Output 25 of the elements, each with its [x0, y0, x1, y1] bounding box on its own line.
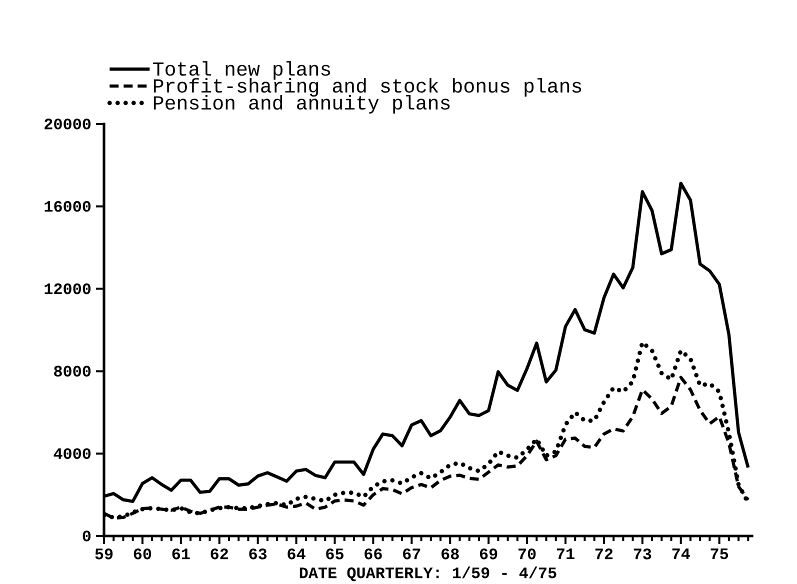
y-tick-label: 4000	[54, 448, 91, 460]
x-tick-label: 59	[95, 548, 113, 560]
x-tick-label: 73	[634, 548, 652, 560]
x-tick-label: 66	[364, 548, 382, 560]
y-tick-label: 16000	[44, 200, 91, 212]
x-tick-label: 68	[442, 548, 459, 560]
y-tick-label: 20000	[44, 118, 91, 130]
x-tick-label: 61	[172, 548, 190, 560]
y-tick-label: 12000	[44, 283, 91, 294]
y-tick-label: 8000	[54, 366, 91, 377]
x-tick-label: 71	[556, 548, 574, 560]
x-tick-label: 63	[249, 548, 267, 560]
x-tick-label: 67	[403, 548, 420, 560]
x-tick-label: 75	[710, 548, 728, 560]
x-axis-title: DATE QUARTERLY: 1/59 - 4/75	[300, 566, 556, 582]
x-tick-label: 70	[518, 548, 536, 560]
x-tick-label: 64	[288, 548, 306, 560]
x-tick-label: 62	[210, 548, 228, 560]
x-tick-label: 69	[480, 548, 498, 560]
x-tick-label: 72	[595, 548, 613, 560]
legend-label: Pension and annuity plans	[154, 95, 450, 114]
x-tick-label: 74	[672, 548, 690, 560]
x-tick-label: 65	[326, 548, 344, 560]
x-tick-label: 60	[134, 548, 152, 560]
y-tick-label: 0	[82, 530, 91, 542]
